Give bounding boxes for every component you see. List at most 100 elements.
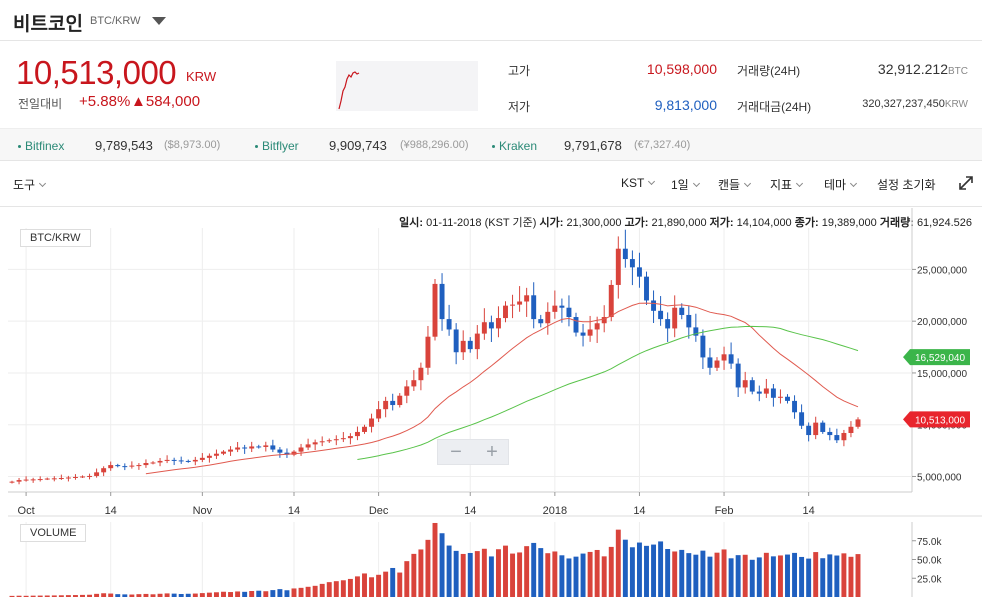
- candle-body: [347, 436, 353, 439]
- volume-bar: [834, 555, 840, 597]
- exchange-sub-price: (€7,327.40): [634, 139, 691, 151]
- candle-body: [157, 460, 163, 463]
- candle-body: [742, 380, 748, 388]
- volume-bar: [178, 594, 184, 597]
- volume-24h-number: 32,912.212: [877, 61, 948, 77]
- exchange-bitfinex[interactable]: Bitfinex: [18, 139, 64, 153]
- volume-bar: [439, 533, 445, 597]
- zoom-out-button[interactable]: −: [450, 441, 462, 463]
- volume-bar: [291, 588, 297, 597]
- volume-bar: [855, 554, 861, 597]
- candle-body: [488, 322, 494, 329]
- candle-body: [404, 386, 410, 396]
- volume-bar: [284, 590, 290, 597]
- price-tags: 16,529,040 10,513,000: [903, 349, 970, 428]
- volume-bar: [354, 576, 360, 597]
- volume-bar: [538, 548, 544, 597]
- volume-bar: [397, 572, 403, 597]
- timezone-menu[interactable]: KST: [621, 176, 656, 190]
- candle-body: [376, 409, 382, 419]
- dot-icon: [255, 145, 258, 149]
- sparkline-chart: [336, 61, 478, 111]
- candle-body: [834, 435, 840, 441]
- high-value: 21,890,000: [651, 217, 707, 229]
- volume-bar: [531, 542, 537, 597]
- volume-bar: [545, 553, 551, 597]
- chart-type-menu[interactable]: 캔들: [718, 176, 752, 193]
- candle-body: [580, 332, 586, 336]
- candle-body: [714, 360, 720, 368]
- candle-body: [658, 310, 664, 320]
- candlesticks: [9, 229, 861, 485]
- candle-body: [503, 305, 508, 319]
- coin-select-chevron-down-icon[interactable]: [152, 17, 166, 25]
- candle-body: [524, 295, 530, 302]
- volume-bar: [707, 556, 713, 597]
- candle-body: [679, 307, 685, 315]
- candle-body: [453, 329, 459, 353]
- candle-body: [651, 300, 657, 311]
- tools-menu[interactable]: 도구: [13, 176, 47, 193]
- change-amount: ▲584,000: [131, 93, 201, 110]
- interval-menu[interactable]: 1일: [671, 176, 700, 193]
- zoom-in-button[interactable]: +: [486, 441, 498, 463]
- ohlc-info-bar: 일시: 01-11-2018 (KST 기준) 시가: 21,300,000 고…: [399, 214, 972, 230]
- coin-header-bar: 비트코인 BTC/KRW: [0, 0, 982, 41]
- candle-body: [813, 422, 819, 436]
- volume-bar: [404, 561, 410, 597]
- volume-bar: [559, 555, 565, 597]
- volume-bar: [622, 539, 628, 597]
- candle-body: [312, 442, 318, 445]
- reset-settings-button[interactable]: 설정 초기화: [877, 178, 936, 192]
- candle-body: [573, 317, 579, 333]
- volume-bar: [192, 593, 198, 597]
- exchange-kraken[interactable]: Kraken: [492, 139, 537, 153]
- volume-bar: [242, 591, 248, 597]
- x-tick-label: Oct: [18, 505, 35, 517]
- x-tick-label: 2018: [543, 505, 567, 517]
- candle-body: [467, 340, 473, 350]
- candle-body: [615, 248, 621, 285]
- volume-bar: [263, 591, 269, 597]
- volume-bar: [594, 549, 600, 597]
- volume-bar: [721, 549, 727, 597]
- volume-bar: [369, 577, 375, 597]
- volume-bar: [735, 555, 741, 597]
- candle-body: [672, 307, 678, 329]
- change-percent: +5.88%: [79, 93, 131, 110]
- exchange-sub-price: ($8,973.00): [164, 139, 221, 151]
- candle-body: [164, 459, 170, 461]
- candle-body: [213, 453, 219, 456]
- exchange-bitflyer[interactable]: Bitflyer: [255, 139, 299, 153]
- candle-body: [686, 314, 692, 328]
- candle-body: [65, 477, 71, 479]
- price-tag-label: 16,529,040: [915, 353, 965, 364]
- fullscreen-expand-icon[interactable]: [959, 176, 973, 190]
- volume-bar: [298, 587, 304, 597]
- candle-body: [171, 459, 177, 461]
- candle-body: [319, 441, 325, 443]
- coin-pair: BTC/KRW: [90, 15, 141, 27]
- volume-bar: [30, 595, 36, 597]
- volume-bar: [488, 556, 494, 597]
- open-value: 21,300,000: [566, 217, 622, 229]
- volume-bar: [446, 545, 452, 597]
- volume-bar: [199, 593, 205, 597]
- candle-body: [383, 400, 389, 410]
- candle-body: [855, 419, 861, 427]
- volume-bar: [714, 552, 720, 597]
- y-tick-label: 20,000,000: [917, 317, 967, 328]
- theme-menu[interactable]: 테마: [824, 176, 858, 193]
- timezone-menu-label: KST: [621, 176, 645, 190]
- indicators-menu[interactable]: 지표: [770, 176, 804, 193]
- chart-toolbar: 도구 KST 1일 캔들 지표 테마 설정 초기화: [0, 162, 982, 207]
- candle-body: [806, 425, 812, 436]
- open-label: 시가:: [539, 217, 564, 229]
- volume-value: 61,924.526: [916, 217, 972, 229]
- volume-bar: [277, 589, 283, 597]
- volume-bar: [749, 559, 755, 597]
- candle-body: [206, 455, 212, 458]
- volume-bar: [587, 551, 593, 597]
- volume-24h-value: 32,912.212BTC: [820, 61, 968, 77]
